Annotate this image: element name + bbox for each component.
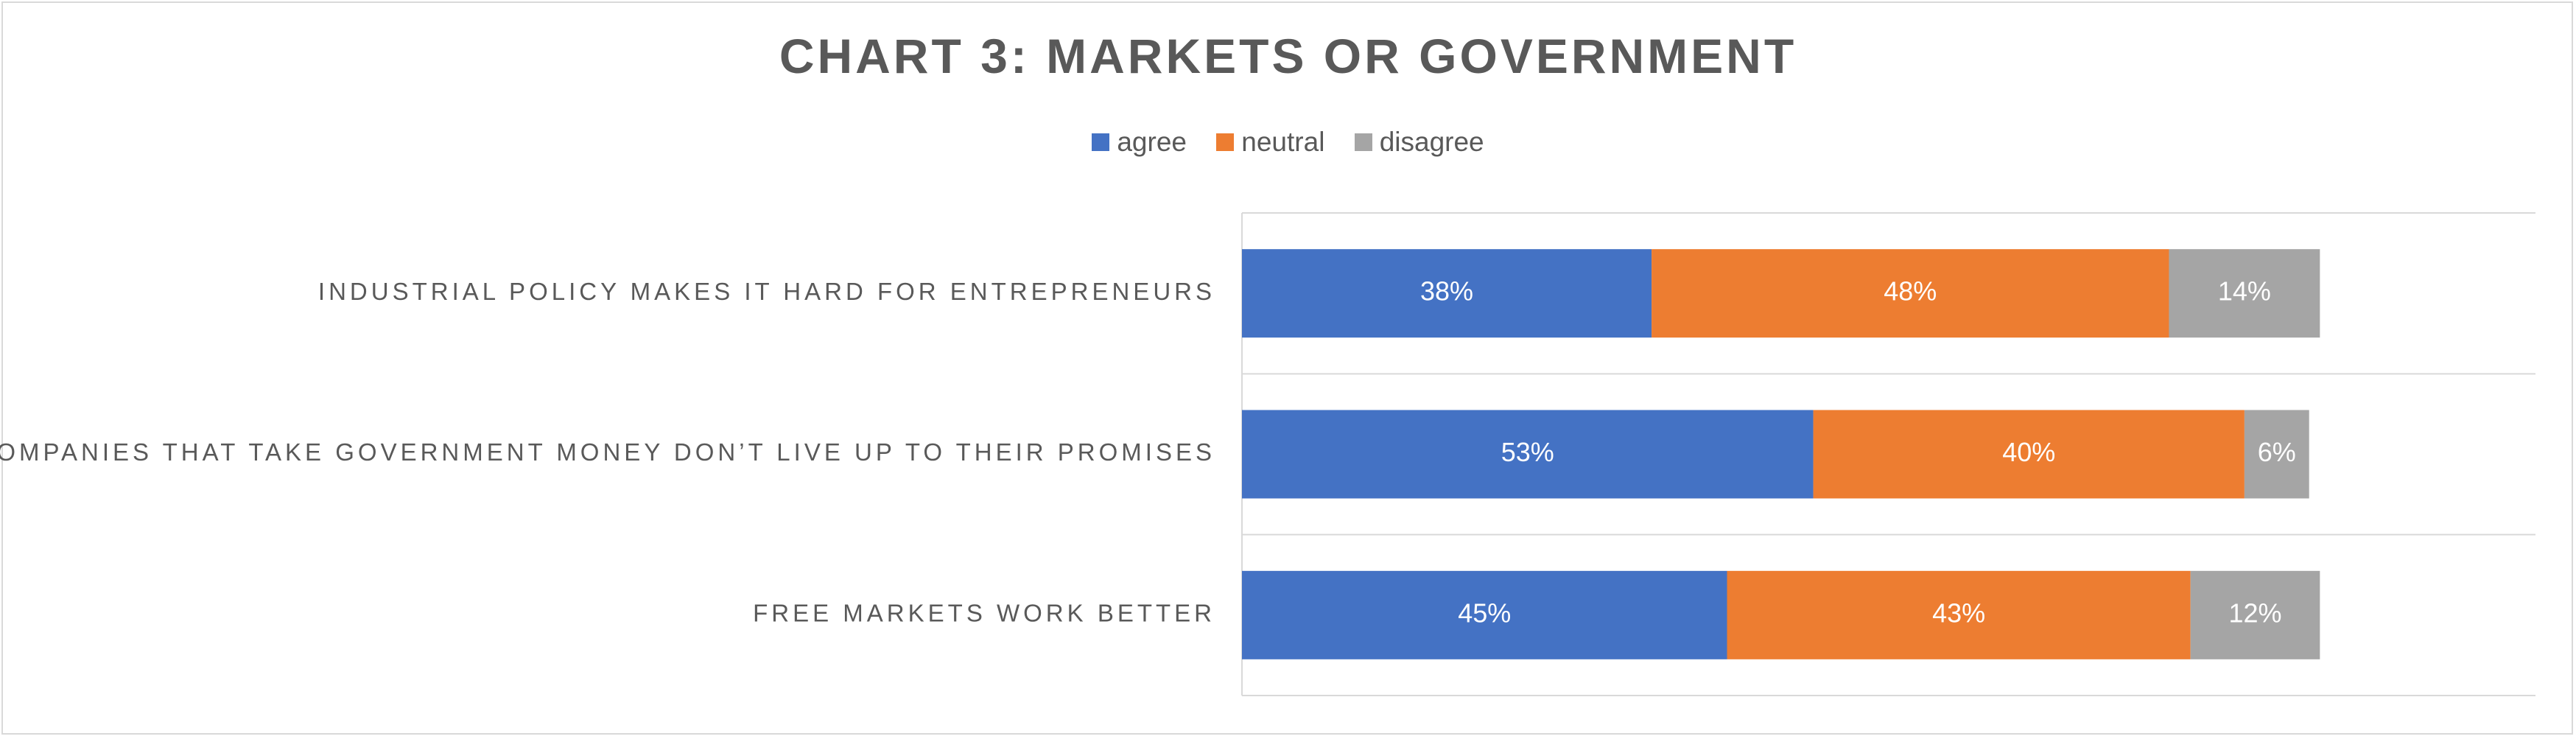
data-label-agree: 53% xyxy=(1501,437,1554,467)
data-label-disagree: 6% xyxy=(2258,437,2296,467)
legend-swatch-neutral xyxy=(1216,133,1235,151)
bar-neutral xyxy=(1813,410,2245,499)
bar-disagree xyxy=(2244,410,2309,499)
chart-legend: agree neutral disagree xyxy=(0,127,2576,158)
bar-disagree xyxy=(2169,249,2320,338)
legend-label-neutral: neutral xyxy=(1241,127,1325,157)
data-label-neutral: 40% xyxy=(2002,437,2055,467)
legend-label-disagree: disagree xyxy=(1379,127,1484,157)
category-label: INDUSTRIAL POLICY MAKES IT HARD FOR ENTR… xyxy=(318,278,1215,305)
chart-title: CHART 3: MARKETS OR GOVERNMENT xyxy=(779,29,1797,83)
data-label-agree: 45% xyxy=(1458,598,1511,628)
legend-swatch-agree xyxy=(1092,133,1110,151)
data-label-disagree: 12% xyxy=(2229,598,2282,628)
bar-disagree xyxy=(2190,570,2320,659)
legend-item-disagree: disagree xyxy=(1354,127,1484,158)
bar-neutral xyxy=(1727,570,2191,659)
legend-label-agree: agree xyxy=(1117,127,1187,157)
bar-agree xyxy=(1242,249,1652,338)
data-label-neutral: 48% xyxy=(1884,276,1937,307)
legend-swatch-disagree xyxy=(1354,133,1372,151)
data-label-neutral: 43% xyxy=(1932,598,1985,628)
bar-agree xyxy=(1242,410,1814,499)
category-label: FREE MARKETS WORK BETTER xyxy=(753,600,1215,627)
legend-item-neutral: neutral xyxy=(1216,127,1324,158)
data-label-disagree: 14% xyxy=(2218,276,2271,307)
bar-neutral xyxy=(1652,249,2169,338)
legend-item-agree: agree xyxy=(1092,127,1187,158)
category-label: COMPANIES THAT TAKE GOVERNMENT MONEY DON… xyxy=(0,438,1215,466)
bar-agree xyxy=(1242,570,1727,659)
data-label-agree: 38% xyxy=(1420,276,1473,307)
